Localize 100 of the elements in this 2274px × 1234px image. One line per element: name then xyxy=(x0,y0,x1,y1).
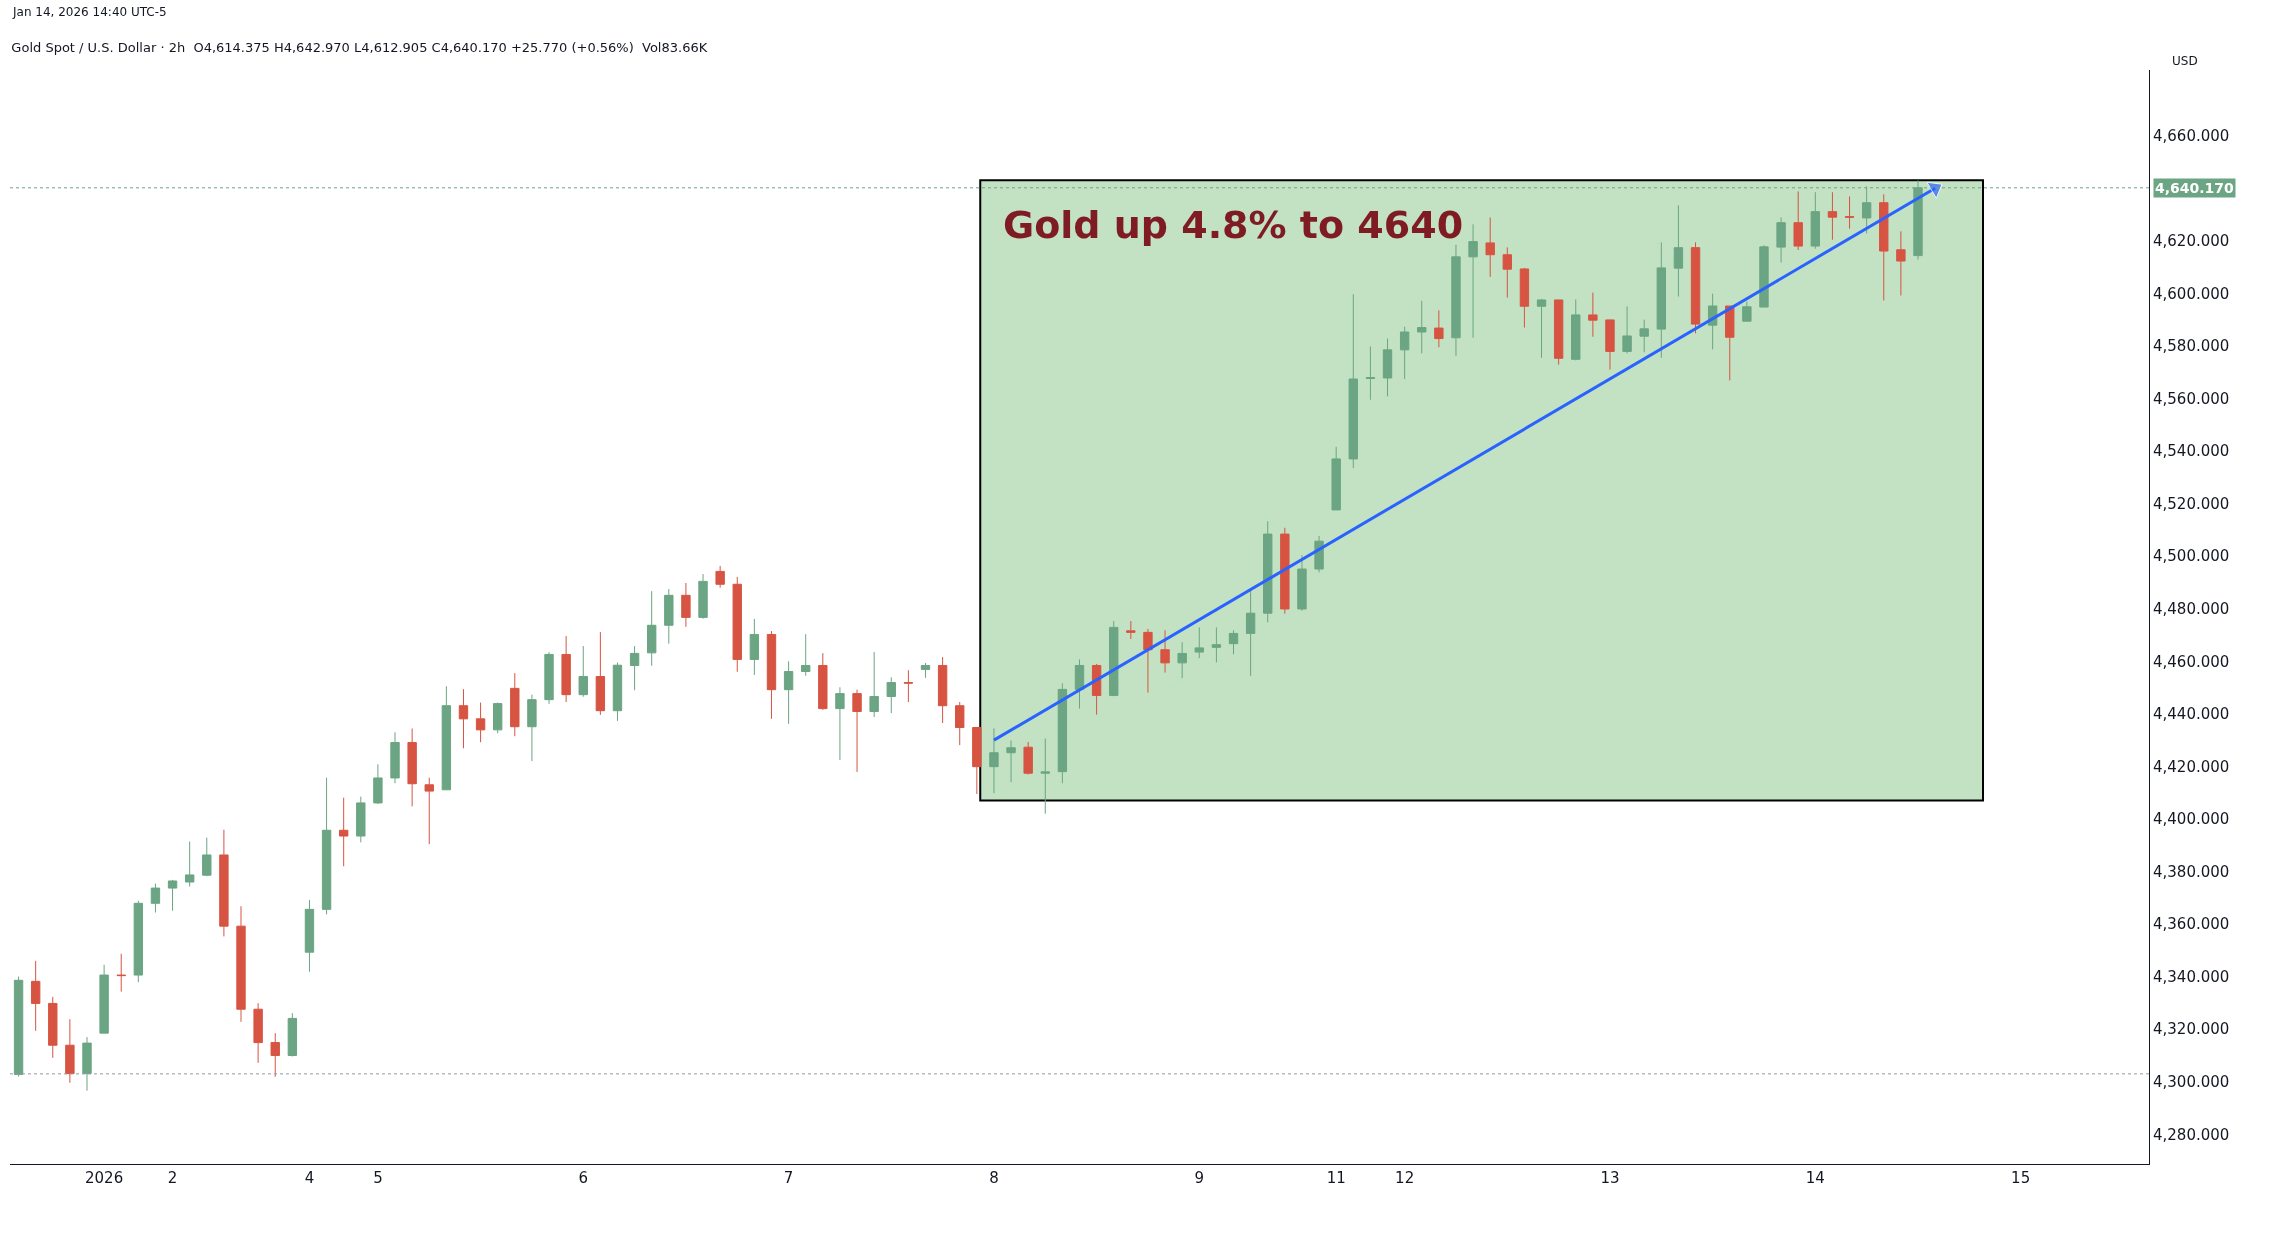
candlestick xyxy=(30,960,41,1032)
candlestick xyxy=(219,829,229,937)
candlestick xyxy=(1553,299,1564,366)
candlestick xyxy=(1639,319,1649,353)
y-tick-label: 4,440.000 xyxy=(2153,705,2230,724)
y-tick-label: 4,560.000 xyxy=(2153,389,2230,408)
candlestick xyxy=(544,651,554,705)
annotation: Gold up 4.8% to 4640 xyxy=(1003,203,1464,247)
x-tick-label: 15 xyxy=(2011,1169,2031,1187)
candlestick xyxy=(1297,554,1307,612)
candlestick xyxy=(595,631,606,716)
candlestick xyxy=(356,796,366,843)
candlestick xyxy=(1382,338,1393,397)
candlestick xyxy=(270,1032,280,1078)
candlestick xyxy=(338,797,349,867)
y-tick-label: 4,540.000 xyxy=(2153,442,2230,461)
candlestick xyxy=(629,645,640,691)
candlestick xyxy=(407,728,417,807)
candlestick xyxy=(424,777,434,845)
candlestick xyxy=(612,662,623,722)
candlestick xyxy=(321,777,332,915)
x-tick-label: 5 xyxy=(373,1169,383,1187)
chart-title: Gold Spot / U.S. Dollar · 2h O4,614.375 H4,642.970 L4,612.905 C4,640.170 +25.770 (+0.56%) Vol83.66K xyxy=(11,40,708,56)
y-tick-label: 4,460.000 xyxy=(2153,652,2230,671)
candlestick xyxy=(82,1036,92,1092)
candlestick xyxy=(1177,641,1187,679)
candlestick xyxy=(1879,193,1889,301)
candlestick xyxy=(698,573,708,620)
candlestick xyxy=(937,656,948,724)
y-tick-label: 4,660.000 xyxy=(2153,126,2230,145)
candlestick xyxy=(167,879,178,912)
x-tick-label: 13 xyxy=(1600,1169,1620,1187)
candlestick xyxy=(1348,293,1358,469)
candlestick xyxy=(664,588,674,645)
candlestick xyxy=(1588,292,1598,338)
candlestick xyxy=(458,688,469,749)
candlestick xyxy=(561,635,571,703)
candlestick xyxy=(236,905,246,1023)
candlestick xyxy=(1844,195,1855,230)
candlestick xyxy=(869,651,879,718)
candlestick xyxy=(852,689,862,773)
candlestick xyxy=(1622,306,1632,354)
candlestick xyxy=(475,702,486,743)
y-tick-label: 4,580.000 xyxy=(2153,337,2230,356)
candlestick xyxy=(1434,309,1444,348)
x-tick-label: 11 xyxy=(1326,1169,1346,1187)
candlestick xyxy=(818,652,828,711)
candlestick xyxy=(749,618,760,676)
candlestick xyxy=(1759,244,1769,308)
x-tick-label: 12 xyxy=(1395,1169,1415,1187)
candlestick xyxy=(1023,741,1033,776)
y-tick-label: 4,520.000 xyxy=(2153,494,2230,513)
candlestick xyxy=(1571,298,1581,361)
candlestick xyxy=(390,731,400,784)
candlestick xyxy=(1040,738,1050,815)
candlestick xyxy=(510,672,520,737)
y-axis-title: USD xyxy=(2172,54,2198,68)
candlestick xyxy=(1228,629,1239,655)
y-tick-label: 4,380.000 xyxy=(2153,862,2230,881)
candlestick xyxy=(1810,191,1821,250)
candlestick xyxy=(373,763,383,805)
candlestick xyxy=(116,953,126,993)
candlestick xyxy=(48,996,58,1059)
x-tick-label: 9 xyxy=(1194,1169,1205,1187)
candlestick xyxy=(1399,326,1410,380)
candlestick xyxy=(441,685,452,791)
candlestick xyxy=(903,669,914,703)
candlestick xyxy=(1502,246,1512,299)
candlestick xyxy=(150,883,161,914)
candlestick xyxy=(1468,223,1478,339)
candlestick xyxy=(578,645,588,698)
candlestick xyxy=(801,633,811,677)
x-tick-label: 4 xyxy=(304,1169,315,1187)
candlestick xyxy=(1417,300,1427,354)
candlestick xyxy=(1656,241,1666,359)
candlestick xyxy=(715,565,725,589)
y-tick-label: 4,280.000 xyxy=(2153,1125,2230,1144)
candlestick xyxy=(955,701,965,746)
candlestick xyxy=(1126,620,1136,640)
candlestick xyxy=(1673,204,1684,298)
candlestick xyxy=(647,590,657,667)
y-tick-label: 4,300.000 xyxy=(2153,1073,2230,1091)
candlestick xyxy=(287,1012,298,1058)
candlestick xyxy=(766,630,777,720)
candlestick xyxy=(184,841,195,887)
y-tick-label: 4,600.000 xyxy=(2153,284,2230,303)
candlestick xyxy=(253,1002,263,1064)
y-tick-label: 4,500.000 xyxy=(2153,547,2230,566)
candlestick xyxy=(1793,190,1803,251)
candlestick xyxy=(1194,626,1204,659)
y-tick-label: 4,360.000 xyxy=(2153,915,2230,934)
candlestick xyxy=(732,576,742,673)
candlestick xyxy=(1006,739,1016,783)
candlestick xyxy=(1280,527,1290,615)
candlestick xyxy=(304,899,315,973)
y-tick-label: 4,340.000 xyxy=(2153,967,2230,986)
candlestick xyxy=(1485,216,1495,278)
candlestick xyxy=(1160,629,1170,674)
candlestick xyxy=(920,662,931,679)
candlestick xyxy=(493,702,503,734)
